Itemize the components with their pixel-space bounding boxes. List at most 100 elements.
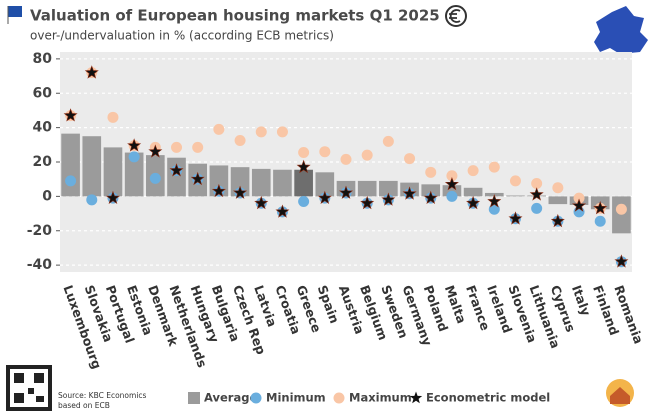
euro-icon <box>445 5 467 27</box>
y-tick-label: 40 <box>33 120 53 136</box>
dot <box>488 203 500 215</box>
bar <box>61 133 80 197</box>
dot <box>298 196 310 208</box>
dot <box>171 141 183 153</box>
star <box>169 163 184 177</box>
bar <box>357 180 377 197</box>
dot <box>319 146 331 158</box>
bar <box>273 169 292 197</box>
qr-code <box>6 365 52 411</box>
dot <box>276 126 288 138</box>
dot <box>382 135 394 147</box>
bar <box>379 180 398 197</box>
star <box>317 190 332 205</box>
dot <box>531 202 543 214</box>
bar <box>442 185 462 197</box>
bar <box>612 196 631 234</box>
star <box>487 194 502 208</box>
dot <box>340 153 352 165</box>
bar <box>421 184 441 197</box>
dot <box>128 151 140 163</box>
star <box>275 204 290 218</box>
y-tick-label: 0 <box>42 188 52 204</box>
dot <box>531 177 543 189</box>
dot <box>192 141 204 153</box>
dot <box>361 149 373 161</box>
y-tick-label: -40 <box>27 257 53 273</box>
dot <box>615 203 627 215</box>
y-tick-label: -20 <box>27 223 53 239</box>
star <box>614 254 629 268</box>
dot <box>149 172 161 184</box>
bar <box>294 169 313 197</box>
dot <box>86 194 98 206</box>
dot <box>65 175 77 187</box>
bar <box>315 172 335 197</box>
star <box>360 195 375 210</box>
star <box>550 213 565 228</box>
chart-subtitle: over-/undervaluation in % (according ECB… <box>30 29 334 43</box>
dot <box>446 190 458 202</box>
bar <box>124 152 144 197</box>
star <box>127 138 142 152</box>
legend-label: Average <box>204 391 257 405</box>
dot <box>594 215 606 227</box>
bar <box>167 157 186 197</box>
legend-label: Minimum <box>266 391 326 405</box>
dot <box>404 153 416 165</box>
y-tick-label: 60 <box>33 85 53 101</box>
star <box>466 195 481 210</box>
legend-swatch <box>250 392 262 404</box>
star <box>572 198 587 212</box>
star <box>84 65 99 79</box>
star <box>105 190 120 205</box>
y-tick-label: 20 <box>33 154 53 170</box>
star <box>296 159 311 174</box>
eu-flag <box>7 6 22 24</box>
bar <box>230 167 250 197</box>
star <box>63 108 78 122</box>
star <box>444 176 459 191</box>
bar <box>548 196 568 205</box>
chart-title: Valuation of European housing markets Q1… <box>30 7 440 25</box>
star <box>529 187 544 201</box>
dot <box>446 170 458 182</box>
dot <box>488 161 500 173</box>
star <box>148 144 163 158</box>
legend-swatch <box>333 392 345 404</box>
dot <box>509 175 521 187</box>
star <box>254 195 269 210</box>
legend-swatch <box>409 391 423 404</box>
dot <box>107 111 119 123</box>
bar <box>82 136 102 197</box>
star <box>338 185 354 199</box>
dot <box>255 126 267 138</box>
bar <box>506 195 525 197</box>
source: based on ECB <box>58 401 110 410</box>
bar <box>463 187 483 197</box>
bar <box>103 147 123 197</box>
star <box>402 186 417 200</box>
house-icon <box>606 379 634 407</box>
star <box>593 201 608 215</box>
legend-swatch <box>188 392 200 404</box>
y-tick-label: 80 <box>33 51 53 67</box>
dot <box>425 166 437 178</box>
dot <box>573 192 585 204</box>
legend-label: Econometric model <box>426 391 550 405</box>
dot <box>467 165 479 177</box>
star <box>211 183 226 198</box>
dot <box>234 135 246 147</box>
dot <box>298 147 310 159</box>
star <box>508 211 523 225</box>
eu-map <box>594 6 648 54</box>
legend-label: Maximum <box>349 391 412 405</box>
star <box>190 171 205 186</box>
dot <box>213 123 225 135</box>
star <box>381 192 396 206</box>
star <box>233 185 248 199</box>
source: Source: KBC Economics <box>58 391 147 400</box>
dot <box>552 182 564 194</box>
bar <box>251 168 271 197</box>
